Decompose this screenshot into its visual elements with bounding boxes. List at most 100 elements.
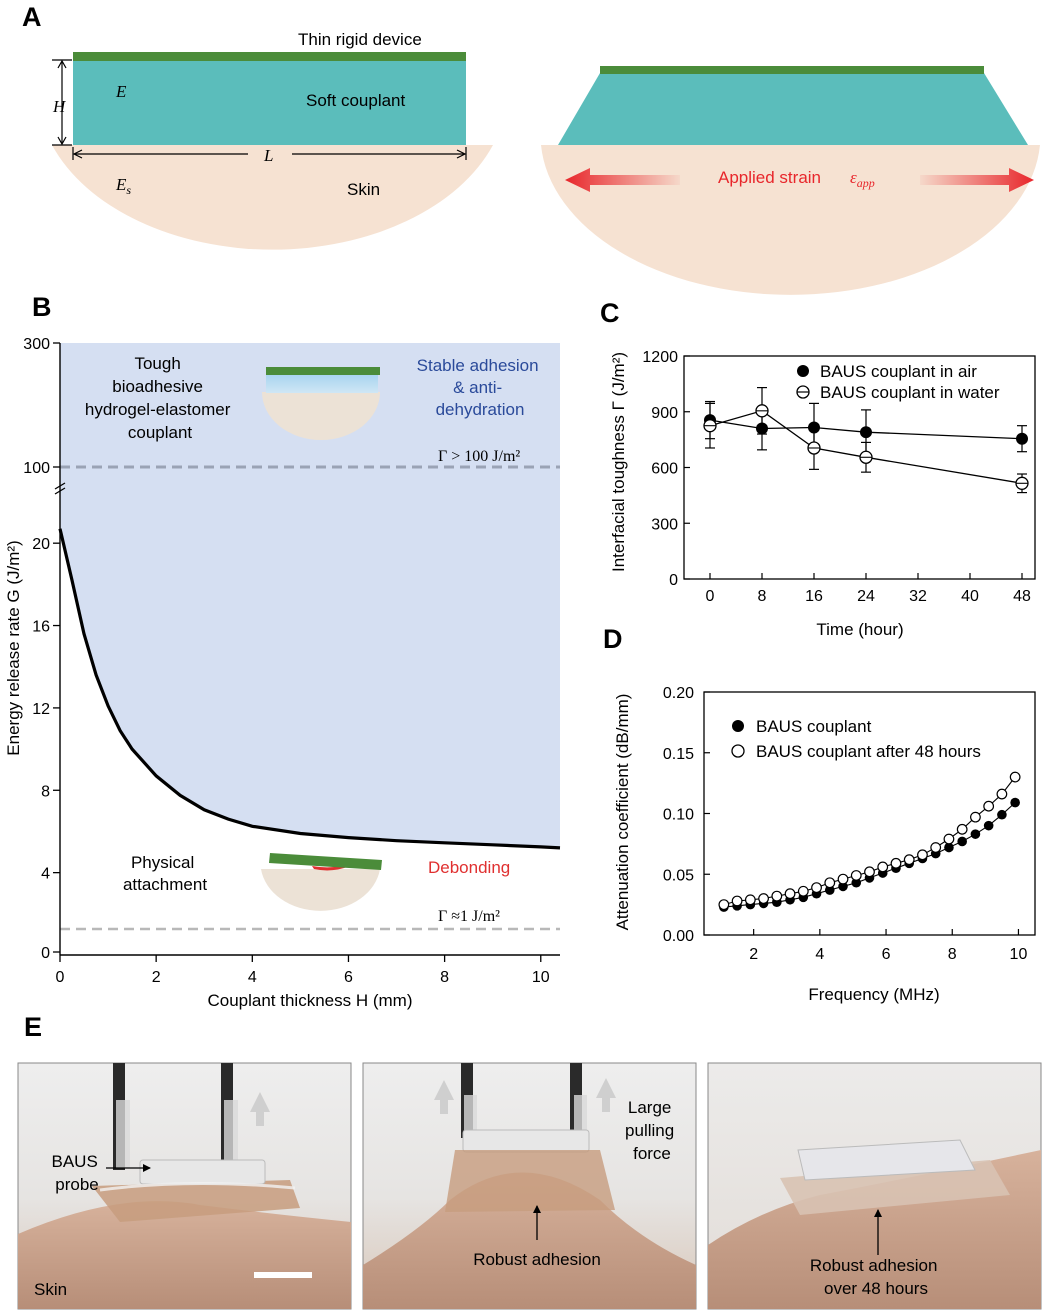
d-point-48h	[797, 885, 809, 897]
photo-pulling-force	[362, 1062, 697, 1310]
c-y-tick-label: 900	[651, 405, 678, 422]
d-point-48h	[850, 870, 862, 881]
panel-d: D 2 4 6 8 10 0.00 0.05 0.10 0.15 0.20 BAUS coupla…	[603, 624, 1036, 1004]
b-x-tick-label: 10	[532, 969, 550, 986]
gamma-high-label: Γ > 100 J/m²	[438, 448, 520, 465]
d-point-baus	[997, 809, 1007, 820]
c-y-tick-label: 300	[651, 516, 678, 533]
d-point-48h	[1009, 771, 1021, 783]
c-legend-air: BAUS couplant in air	[820, 362, 977, 381]
strain-arrow-right	[920, 168, 1034, 192]
b-y-axis-title: Energy release rate G (J/m²)	[4, 540, 23, 755]
c-x-axis-title: Time (hour)	[816, 620, 903, 639]
debonding-inset	[261, 853, 382, 911]
b-y-tick-label: 12	[32, 701, 50, 718]
debonding-text: Debonding	[428, 858, 510, 877]
b-x-axis-title: Couplant thickness H (mm)	[207, 991, 412, 1010]
skin-label: Skin	[347, 180, 380, 199]
d-legend: BAUS couplant BAUS couplant after 48 hou…	[731, 717, 981, 761]
soft-couplant-right	[558, 73, 1028, 145]
panel-d-label: D	[603, 624, 623, 654]
c-y-tick-label: 1200	[642, 349, 678, 366]
thin-rigid-device-label: Thin rigid device	[298, 30, 422, 49]
b-y-tick-label: 8	[41, 783, 50, 800]
d-point-baus	[824, 885, 835, 895]
panel-a-label: A	[22, 2, 42, 32]
d-point-baus	[851, 877, 862, 888]
l-dimension	[72, 147, 467, 160]
d-series-line-1	[723, 776, 1016, 906]
d-point-48h	[744, 894, 756, 906]
d-point-48h	[784, 888, 796, 900]
b-axis-break	[54, 482, 66, 495]
h-dimension	[52, 59, 72, 146]
c-legend: BAUS couplant in air BAUS couplant in wa…	[796, 362, 1000, 402]
skin-region-left	[52, 145, 493, 250]
d-legend-marker-48h	[731, 744, 745, 758]
d-y-tick-label: 0.00	[663, 928, 694, 945]
d-point-48h	[903, 854, 915, 866]
d-point-48h	[877, 861, 889, 873]
b-x-tick-label: 4	[248, 969, 257, 986]
d-point-48h	[837, 873, 849, 885]
tough-couplant-text: Tough bioadhesive hydrogel-elastomer cou…	[85, 354, 235, 442]
c-x-tick-label: 32	[909, 588, 927, 605]
strain-arrow-left	[565, 168, 680, 192]
b-y-tick-label: 100	[23, 460, 50, 477]
d-series	[718, 771, 1021, 912]
panel-c: C 0 8 16 24 32 40 48 0 300 600 900 1200 BAUS coupla…	[600, 298, 1036, 639]
d-point-48h	[771, 890, 783, 902]
soft-couplant-label: Soft couplant	[306, 91, 406, 110]
c-x-tick-label: 48	[1013, 588, 1031, 605]
c-y-tick-label: 600	[651, 461, 678, 478]
c-x-tick-label: 8	[758, 588, 767, 605]
b-x-tick-label: 2	[152, 969, 161, 986]
skin-modulus-label: Es	[115, 175, 131, 197]
photo-48-hours	[707, 1062, 1042, 1310]
d-point-48h	[864, 866, 875, 878]
d-legend-marker-baus	[732, 720, 744, 732]
d-x-axis-title: Frequency (MHz)	[808, 985, 939, 1004]
d-point-48h	[758, 893, 769, 904]
d-point-48h	[970, 811, 981, 823]
stable-region-fill	[60, 343, 560, 848]
d-y-tick-label: 0.15	[663, 746, 694, 763]
c-x-tick-label: 16	[805, 588, 823, 605]
d-point-48h	[718, 899, 730, 911]
c-point-air	[860, 426, 872, 439]
rigid-device-left	[73, 52, 466, 61]
d-y-axis-title: Attenuation coefficient (dB/mm)	[613, 694, 632, 931]
c-x-tick-label: 0	[706, 588, 715, 605]
length-l-label: L	[263, 146, 273, 165]
applied-strain-symbol: εapp	[850, 168, 875, 190]
c-y-axis-title: Interfacial toughness Γ (J/m²)	[609, 352, 628, 572]
c-point-air	[1016, 432, 1028, 445]
d-point-baus	[957, 836, 967, 847]
panel-e: E BAUS probe Skin	[17, 1012, 1042, 1310]
c-legend-marker-air	[797, 365, 809, 377]
d-point-48h	[731, 895, 743, 907]
robust-adhesion-text: Robust adhesion	[473, 1250, 601, 1269]
panel-a: A Thin rigid device E Soft couplant H L …	[22, 2, 1040, 295]
d-x-tick-label: 6	[882, 946, 891, 963]
b-x-tick-label: 6	[344, 969, 353, 986]
d-point-48h	[890, 857, 902, 869]
c-y-tick-label: 0	[669, 572, 678, 589]
d-x-tick-label: 4	[815, 946, 824, 963]
b-y-tick-label: 4	[41, 866, 50, 883]
d-x-tick-label: 10	[1010, 946, 1028, 963]
pulling-force-text: Large pulling force	[625, 1098, 679, 1163]
applied-strain-label: Applied strain	[718, 168, 821, 187]
energy-release-curve	[58, 528, 561, 850]
d-point-48h	[824, 877, 836, 889]
c-legend-water: BAUS couplant in water	[820, 383, 1000, 402]
soft-couplant-left	[73, 60, 466, 145]
c-series	[703, 386, 1029, 494]
photo-baus-probe	[17, 1062, 352, 1310]
d-legend-48h: BAUS couplant after 48 hours	[756, 742, 981, 761]
d-point-48h	[930, 842, 942, 853]
baus-probe-text: BAUS probe	[51, 1152, 102, 1194]
